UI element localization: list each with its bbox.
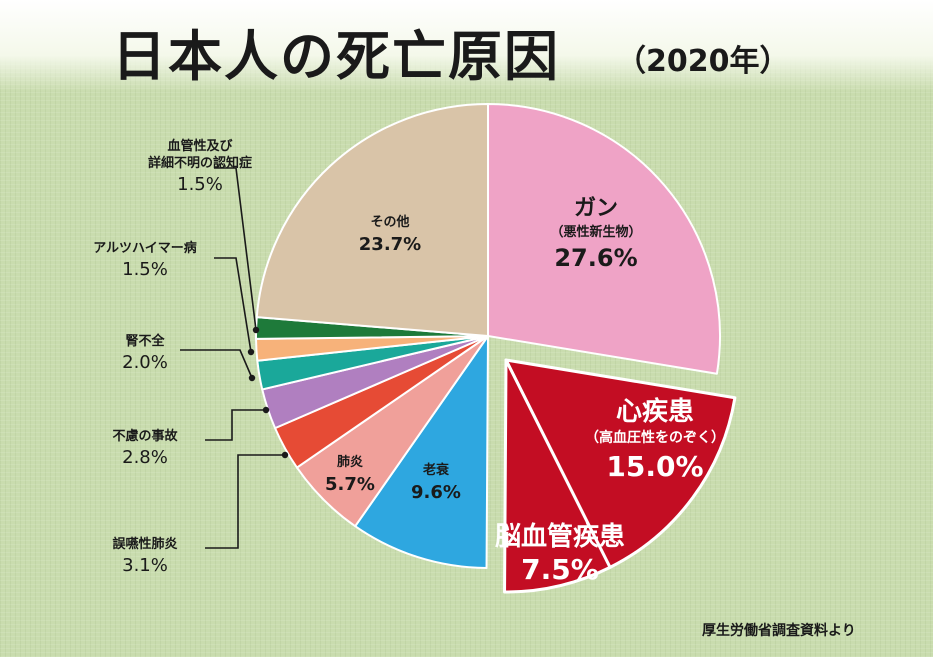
- slice-value-cancer: 27.6%: [554, 244, 637, 272]
- slice-value-alzheimer: 1.5%: [122, 259, 168, 280]
- slice-value-kidney: 2.0%: [122, 352, 168, 373]
- pie-slice-other: [255, 103, 489, 337]
- slice-value-other: 23.7%: [359, 234, 421, 255]
- leader-dot-kidney: [248, 374, 256, 382]
- slice-label-vascular_dementia: 血管性及び: [167, 138, 233, 154]
- slice-value-stroke: 7.5%: [521, 553, 599, 586]
- pie-slice-senility: [354, 335, 489, 569]
- slice-label-pneumonia: 肺炎: [337, 454, 363, 470]
- pie-slice-stroke: [503, 358, 612, 594]
- slice-label-other: その他: [370, 214, 409, 230]
- slice-sublabel-cancer: （悪性新生物）: [550, 224, 641, 240]
- slice-value-aspiration: 3.1%: [122, 555, 168, 576]
- slice-label-aspiration: 誤嚥性肺炎: [112, 536, 177, 552]
- slice-sublabel-heart: （高血圧性をのぞく）: [585, 429, 725, 446]
- leader-dot-vascular_dementia: [252, 326, 260, 334]
- slice-value-heart: 15.0%: [606, 450, 703, 483]
- leader-dot-aspiration: [281, 451, 289, 459]
- slice-label-accident: 不慮の事故: [112, 428, 178, 444]
- title-band: [0, 0, 933, 92]
- source-note: 厚生労働省調査資料より: [702, 623, 856, 639]
- slice-value-senility: 9.6%: [411, 482, 461, 503]
- pie-slice-cancer: [487, 103, 721, 375]
- slice-value-accident: 2.8%: [122, 447, 168, 468]
- slice-label-cancer: ガン: [574, 196, 618, 221]
- slice-label-alzheimer: アルツハイマー病: [93, 240, 197, 256]
- slice-value-pneumonia: 5.7%: [325, 474, 375, 495]
- leader-dot-alzheimer: [247, 348, 255, 356]
- slice-label-stroke: 脳血管疾患: [494, 521, 625, 552]
- chart-subtitle: （2020年）: [616, 44, 790, 79]
- slice-label-kidney: 腎不全: [125, 333, 165, 349]
- pie-slice-heart: [504, 358, 737, 569]
- leader-line-alzheimer: [214, 257, 252, 353]
- slice-label-heart: 心疾患: [616, 396, 694, 427]
- chart-title: 日本人の死亡原因: [112, 25, 560, 88]
- leader-line-vascular_dementia: [214, 167, 257, 331]
- leader-dot-accident: [262, 406, 270, 414]
- leader-line-aspiration: [205, 454, 285, 549]
- leader-line-kidney: [180, 349, 253, 379]
- slice-value-vascular_dementia: 1.5%: [177, 174, 223, 195]
- slice-label-senility: 老衰: [422, 462, 450, 478]
- slice-label-vascular_dementia-line2: 詳細不明の認知症: [148, 155, 252, 171]
- leader-line-accident: [205, 409, 266, 441]
